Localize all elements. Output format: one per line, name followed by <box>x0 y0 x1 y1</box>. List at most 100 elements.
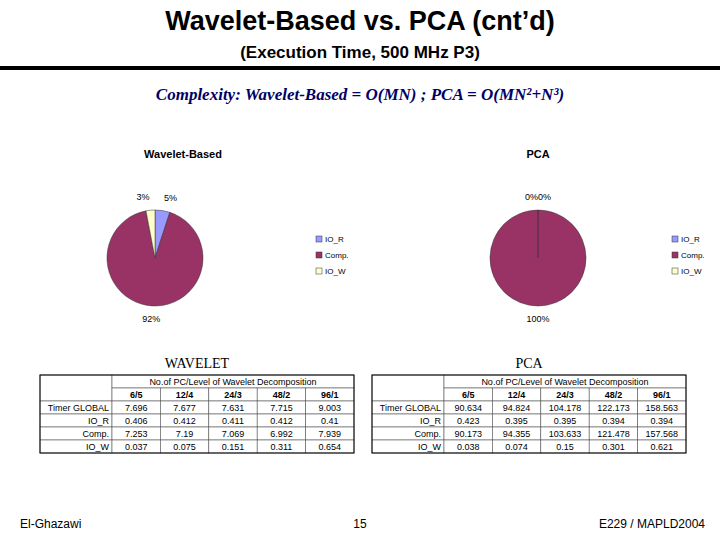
legend-entry: IO_R <box>325 235 344 244</box>
table-value: 158.563 <box>646 403 679 413</box>
table-value: 9.003 <box>319 403 342 413</box>
table-value: 7.715 <box>270 403 293 413</box>
table-cell <box>492 440 540 453</box>
table-value: 90.173 <box>454 429 482 439</box>
column-header: 48/2 <box>605 390 623 400</box>
row-header: Timer GLOBAL <box>48 403 109 413</box>
table-value: 6.992 <box>270 429 293 439</box>
chart-title: PCA <box>526 148 549 160</box>
table-cell <box>257 388 305 401</box>
table-cell <box>492 427 540 440</box>
table-cell <box>589 401 637 414</box>
table-value: 103.633 <box>549 429 582 439</box>
data-label: 5% <box>164 193 177 203</box>
table-cell <box>160 427 208 440</box>
table-value: 94.824 <box>503 403 531 413</box>
table-value: 0.075 <box>173 442 196 452</box>
table-cell <box>112 414 160 427</box>
pie-slice <box>146 210 155 258</box>
table-value: 0.311 <box>270 442 292 452</box>
table-header: No.of PC/Level of Wavelet Decomposition <box>149 377 316 387</box>
row-header: IO_R <box>88 416 110 426</box>
legend-swatch <box>316 268 322 274</box>
table-cell <box>492 414 540 427</box>
table-value: 7.677 <box>173 403 196 413</box>
table-value: 0.423 <box>457 416 480 426</box>
table-value: 0.395 <box>554 416 577 426</box>
footer-venue: E229 / MAPLD2004 <box>599 517 705 531</box>
table-value: 122.173 <box>597 403 630 413</box>
table-value: 0.037 <box>125 442 148 452</box>
table-header: No.of PC/Level of Wavelet Decomposition <box>481 377 648 387</box>
table-cell <box>372 375 444 401</box>
column-header: 6/5 <box>130 390 143 400</box>
table-cell <box>444 388 492 401</box>
table-value: 0.41 <box>321 416 339 426</box>
complexity-note: Complexity: Wavelet-Based = O(MN) ; PCA … <box>156 85 564 104</box>
table-label: PCA <box>515 356 543 371</box>
table-cell <box>444 427 492 440</box>
table-cell <box>112 388 160 401</box>
legend-entry: Comp. <box>325 251 349 260</box>
table-cell <box>112 440 160 453</box>
row-header: Comp. <box>82 429 109 439</box>
table-cell <box>589 440 637 453</box>
table-value: 0.074 <box>505 442 528 452</box>
column-header: 24/3 <box>556 390 574 400</box>
table-value: 0.654 <box>319 442 342 452</box>
table-cell <box>112 401 160 414</box>
table-label: WAVELET <box>165 356 230 371</box>
table-cell <box>444 375 686 388</box>
table-cell <box>209 440 257 453</box>
table-cell <box>589 388 637 401</box>
pie-slices <box>490 210 586 306</box>
legend-swatch <box>316 236 322 242</box>
table-value: 0.394 <box>651 416 674 426</box>
table-cell <box>40 375 112 401</box>
table-cell <box>257 414 305 427</box>
data-label: 92% <box>142 314 160 324</box>
table-cell <box>372 414 444 427</box>
legend-entry: IO_W <box>325 267 346 276</box>
table-value: 121.478 <box>597 429 630 439</box>
table-cell <box>257 440 305 453</box>
table-value: 90.634 <box>454 403 482 413</box>
table-value: 157.568 <box>646 429 679 439</box>
page-number: 15 <box>353 517 367 531</box>
table-value: 0.621 <box>651 442 674 452</box>
table-cell <box>209 388 257 401</box>
table-cell <box>492 401 540 414</box>
table-cell <box>541 427 589 440</box>
table-cell <box>638 427 686 440</box>
table-cell <box>444 401 492 414</box>
background <box>0 0 720 540</box>
column-header: 48/2 <box>273 390 291 400</box>
table-cell <box>160 414 208 427</box>
table-cell <box>257 427 305 440</box>
table-value: 0.412 <box>270 416 293 426</box>
table-cell <box>112 375 354 388</box>
table-cell <box>209 414 257 427</box>
table-cell <box>209 427 257 440</box>
slide-subtitle: (Execution Time, 500 MHz P3) <box>240 43 480 62</box>
pie-slice <box>538 210 539 258</box>
pie-chart: 0%100%0%PCAIO_RComp.IO_W <box>490 148 705 324</box>
column-header: 96/1 <box>653 390 671 400</box>
table-value: 0.038 <box>457 442 480 452</box>
table-value: 94.355 <box>503 429 531 439</box>
legend-entry: IO_R <box>681 235 700 244</box>
footer-author: El-Ghazawi <box>20 517 81 531</box>
legend-swatch <box>672 268 678 274</box>
table-value: 0.412 <box>173 416 196 426</box>
table-value: 7.939 <box>319 429 342 439</box>
table-value: 7.19 <box>176 429 194 439</box>
table-value: 0.301 <box>602 442 625 452</box>
data-table: No.of PC/Level of Wavelet Decomposition6… <box>372 375 686 453</box>
table-cell <box>541 388 589 401</box>
row-header: IO_W <box>86 442 110 452</box>
table-cell <box>306 427 354 440</box>
column-header: 96/1 <box>321 390 339 400</box>
table-cell <box>209 401 257 414</box>
table-cell <box>40 414 112 427</box>
table-value: 0.411 <box>222 416 244 426</box>
